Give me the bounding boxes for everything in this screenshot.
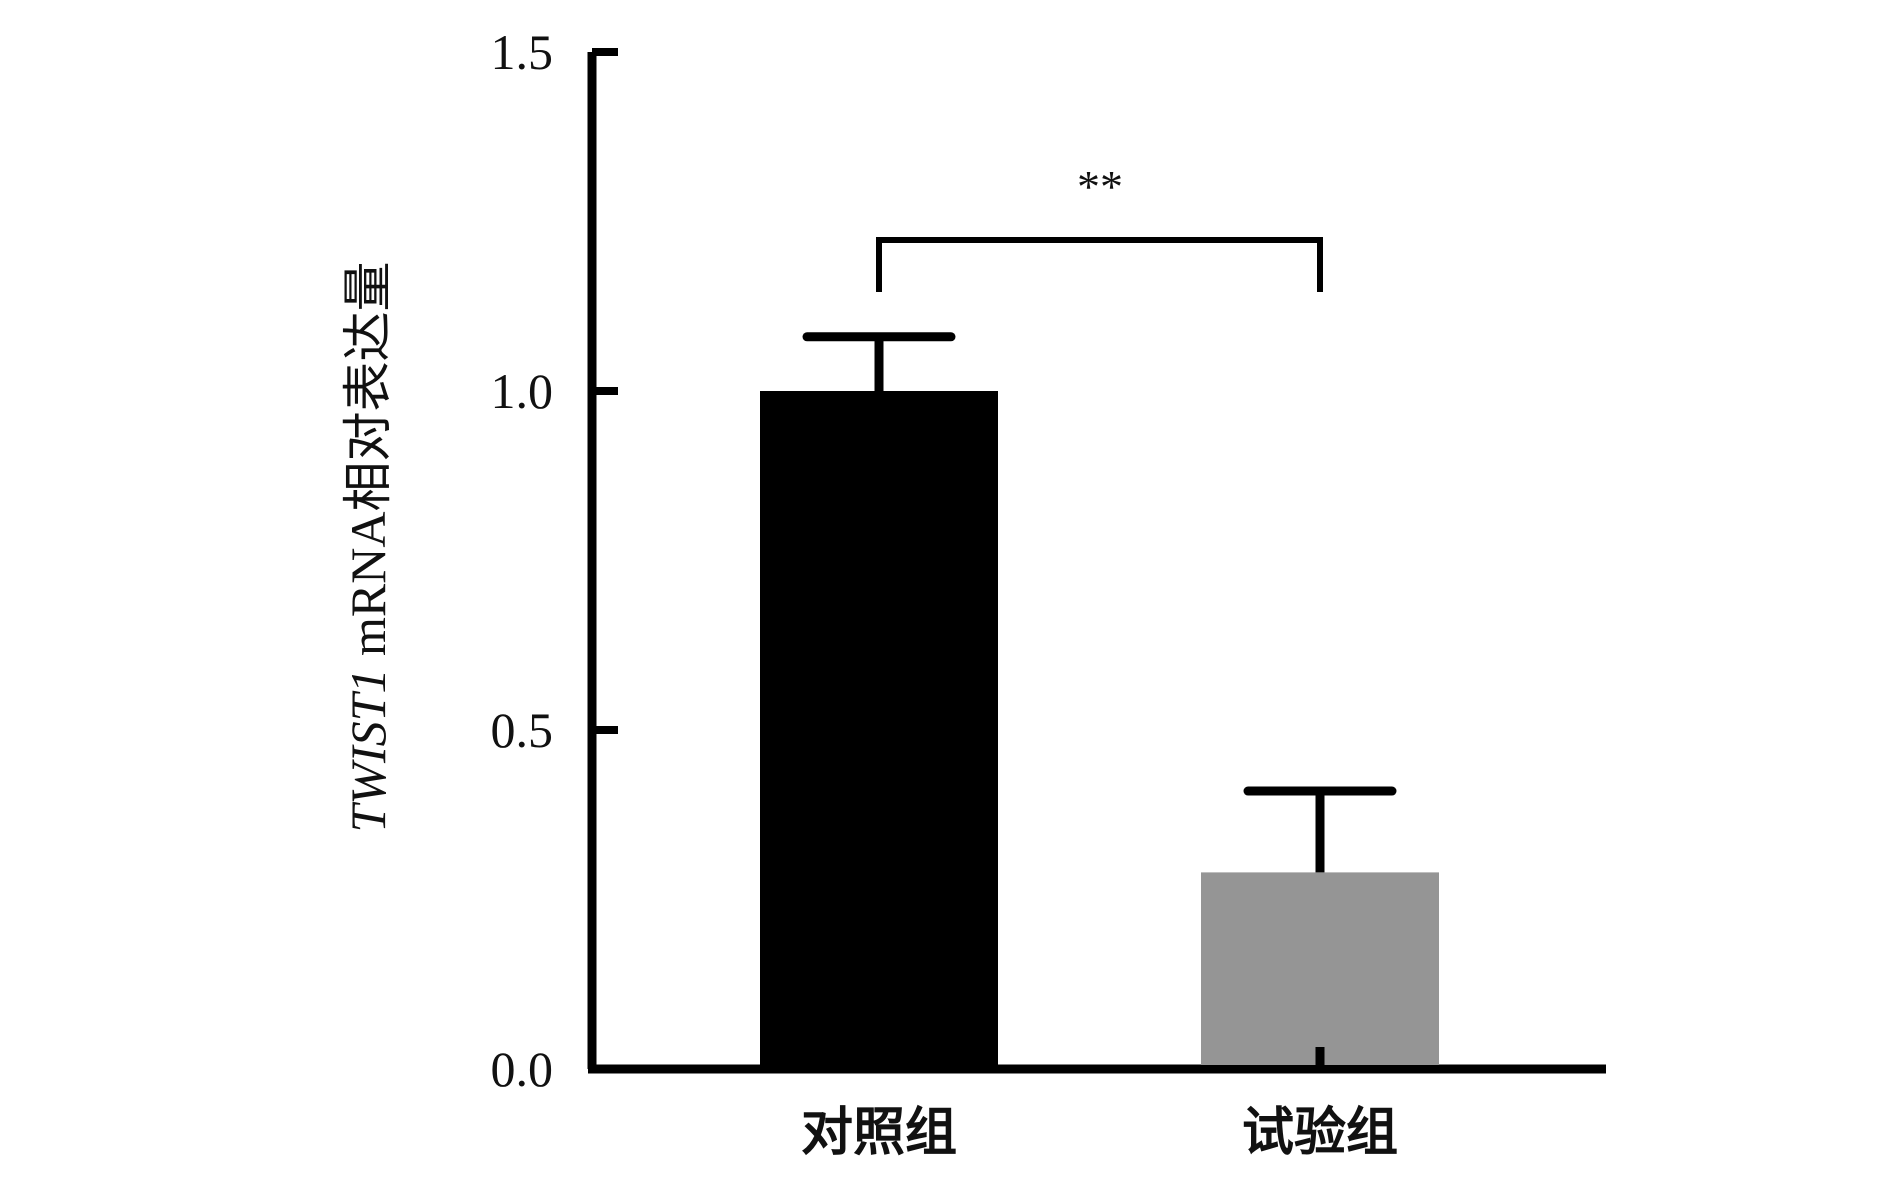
y-axis-label: TWIST1 mRNA相对表达量 bbox=[340, 262, 396, 833]
y-tick-label: 0.5 bbox=[491, 702, 554, 758]
y-tick-label: 1.0 bbox=[491, 363, 554, 419]
significance-bracket: ** bbox=[876, 161, 1323, 292]
y-ticks: 0.0 0.5 1.0 1.5 bbox=[491, 24, 618, 1097]
category-label-2: 试验组 bbox=[1242, 1103, 1398, 1163]
bars bbox=[760, 391, 1439, 1065]
significance-label: ** bbox=[1077, 161, 1123, 212]
category-labels: 对照组 试验组 bbox=[801, 1103, 1398, 1163]
y-axis: 0.0 0.5 1.0 1.5 bbox=[491, 24, 618, 1097]
bar-2 bbox=[1201, 872, 1439, 1065]
bar-1 bbox=[760, 391, 998, 1065]
y-axis-label-gene: TWIST1 bbox=[340, 669, 396, 833]
error-bars bbox=[802, 332, 1397, 1069]
category-label-1: 对照组 bbox=[801, 1103, 957, 1163]
y-tick-label: 1.5 bbox=[491, 24, 554, 80]
y-tick-label: 0.0 bbox=[491, 1041, 554, 1097]
y-axis-label-text: mRNA相对表达量 bbox=[340, 262, 396, 669]
bracket-line bbox=[876, 237, 1323, 292]
